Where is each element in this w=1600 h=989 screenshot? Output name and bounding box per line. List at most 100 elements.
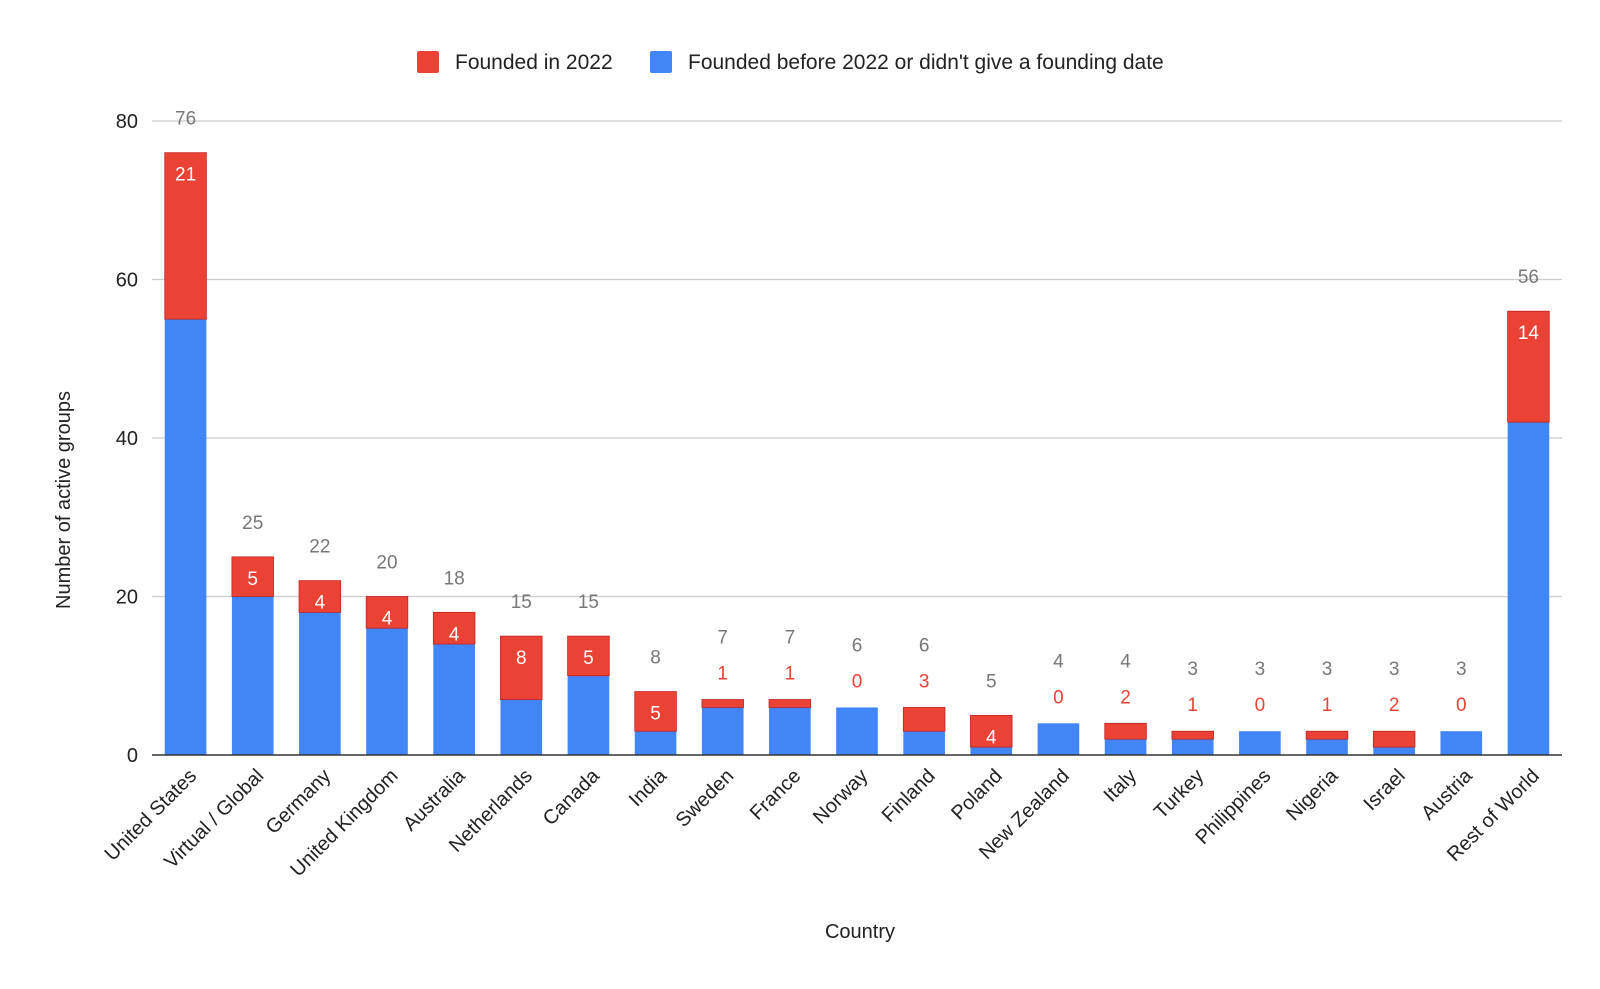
bar-founded-2022-turkey [1171, 730, 1214, 740]
bar-founded-2022-india [634, 691, 677, 732]
label-total-sweden: 7 [717, 628, 728, 649]
bar-founded-2022-netherlands [500, 635, 543, 700]
x-tick-label-sweden: Sweden [672, 765, 739, 832]
x-tick-label-norway: Norway [809, 765, 872, 828]
label-founded-2022-nigeria: 1 [1322, 695, 1333, 716]
bar-founded-2022-canada [567, 635, 610, 677]
bar-founded-2022-germany [298, 580, 342, 613]
bar-before-2022-australia [433, 644, 475, 755]
label-founded-2022-poland: 4 [986, 727, 997, 748]
label-founded-2022-india: 5 [650, 704, 661, 725]
label-founded-2022-norway: 0 [852, 671, 863, 692]
label-total-france: 7 [785, 628, 796, 649]
bar-before-2022-germany [299, 612, 341, 755]
label-founded-2022-netherlands: 8 [516, 648, 527, 669]
bar-before-2022-finland [903, 731, 945, 755]
bar-before-2022-france [769, 707, 811, 755]
x-tick-label-australia: Australia [399, 764, 470, 835]
label-founded-2022-france: 1 [785, 664, 796, 685]
label-total-united-states: 76 [175, 109, 196, 130]
label-founded-2022-finland: 3 [919, 671, 930, 692]
bar-before-2022-philippines [1239, 731, 1281, 755]
label-total-italy: 4 [1120, 651, 1131, 672]
label-total-poland: 5 [986, 671, 997, 692]
x-tick-label-poland: Poland [947, 765, 1007, 825]
bar-founded-2022-italy [1104, 722, 1147, 740]
x-tick-label-nigeria: Nigeria [1282, 764, 1343, 825]
bar-before-2022-norway [836, 707, 878, 755]
label-founded-2022-new-zealand: 0 [1053, 687, 1064, 708]
bar-founded-2022-nigeria [1305, 730, 1349, 740]
x-tick-label-finland: Finland [878, 765, 940, 827]
bar-before-2022-italy [1104, 739, 1147, 755]
x-axis-title: Country [825, 921, 895, 943]
bar-before-2022-united-states [164, 319, 207, 755]
label-founded-2022-rest-of-world: 14 [1518, 323, 1540, 344]
x-tick-label-austria: Austria [1417, 764, 1477, 824]
legend-swatch-founded-before-2022 [650, 51, 672, 73]
label-total-india: 8 [650, 648, 661, 669]
gridlines [152, 120, 1562, 598]
bar-before-2022-netherlands [500, 699, 543, 755]
label-total-turkey: 3 [1187, 659, 1198, 680]
x-tick-label-canada: Canada [539, 764, 605, 830]
label-total-philippines: 3 [1255, 659, 1266, 680]
label-total-rest-of-world: 56 [1518, 267, 1539, 288]
bar-before-2022-virtual-global [231, 596, 274, 755]
label-total-australia: 18 [444, 568, 465, 589]
y-tick-label: 80 [116, 111, 138, 133]
label-total-canada: 15 [578, 592, 599, 613]
bar-before-2022-rest-of-world [1507, 422, 1550, 755]
label-total-israel: 3 [1389, 659, 1400, 680]
y-tick-label: 0 [127, 745, 138, 767]
label-founded-2022-italy: 2 [1120, 687, 1131, 708]
bar-founded-2022-virtual-global [231, 556, 274, 597]
bar-before-2022-israel [1373, 747, 1415, 755]
bars [164, 152, 1550, 755]
legend-label-founded-2022: Founded in 2022 [455, 51, 613, 74]
label-founded-2022-united-kingdom: 4 [382, 609, 393, 630]
label-total-nigeria: 3 [1322, 659, 1333, 680]
bar-founded-2022-sweden [701, 699, 744, 708]
bar-before-2022-new-zealand [1037, 723, 1080, 755]
bar-before-2022-india [634, 731, 677, 755]
label-total-netherlands: 15 [511, 592, 532, 613]
label-founded-2022-virtual-global: 5 [247, 569, 258, 590]
bar-before-2022-turkey [1171, 739, 1214, 755]
bar-before-2022-united-kingdom [366, 628, 408, 755]
bar-before-2022-sweden [701, 707, 744, 755]
bar-before-2022-austria [1440, 731, 1483, 755]
label-founded-2022-canada: 5 [583, 648, 594, 669]
x-tick-label-israel: Israel [1360, 765, 1410, 815]
label-founded-2022-sweden: 1 [717, 664, 728, 685]
label-total-new-zealand: 4 [1053, 651, 1064, 672]
bar-founded-2022-poland [970, 714, 1013, 748]
bar-founded-2022-australia [432, 611, 476, 645]
label-total-germany: 22 [309, 537, 330, 558]
x-tick-label-france: France [746, 765, 806, 825]
data-labels: 2176525422420418815515581717063645042413… [175, 109, 1539, 749]
label-founded-2022-australia: 4 [449, 624, 460, 645]
legend-label-founded-before-2022: Founded before 2022 or didn't give a fou… [688, 51, 1164, 74]
label-total-finland: 6 [919, 635, 930, 656]
bar-founded-2022-finland [902, 707, 946, 732]
x-tick-label-turkey: Turkey [1150, 765, 1208, 823]
bar-founded-2022-israel [1372, 730, 1416, 748]
label-founded-2022-philippines: 0 [1255, 695, 1266, 716]
label-founded-2022-united-states: 21 [175, 165, 196, 186]
x-tick-label-italy: Italy [1100, 765, 1141, 806]
label-total-united-kingdom: 20 [376, 553, 397, 574]
y-tick-label: 60 [116, 270, 138, 292]
bar-before-2022-nigeria [1306, 739, 1348, 755]
y-tick-label: 40 [116, 428, 138, 450]
y-tick-label: 20 [116, 587, 138, 609]
bar-before-2022-poland [970, 747, 1013, 755]
label-total-virtual-global: 25 [242, 513, 263, 534]
bar-founded-2022-united-states [164, 152, 207, 320]
y-axis-title: Number of active groups [53, 391, 75, 609]
legend-swatch-founded-2022 [417, 51, 439, 73]
bar-founded-2022-rest-of-world [1507, 310, 1550, 423]
